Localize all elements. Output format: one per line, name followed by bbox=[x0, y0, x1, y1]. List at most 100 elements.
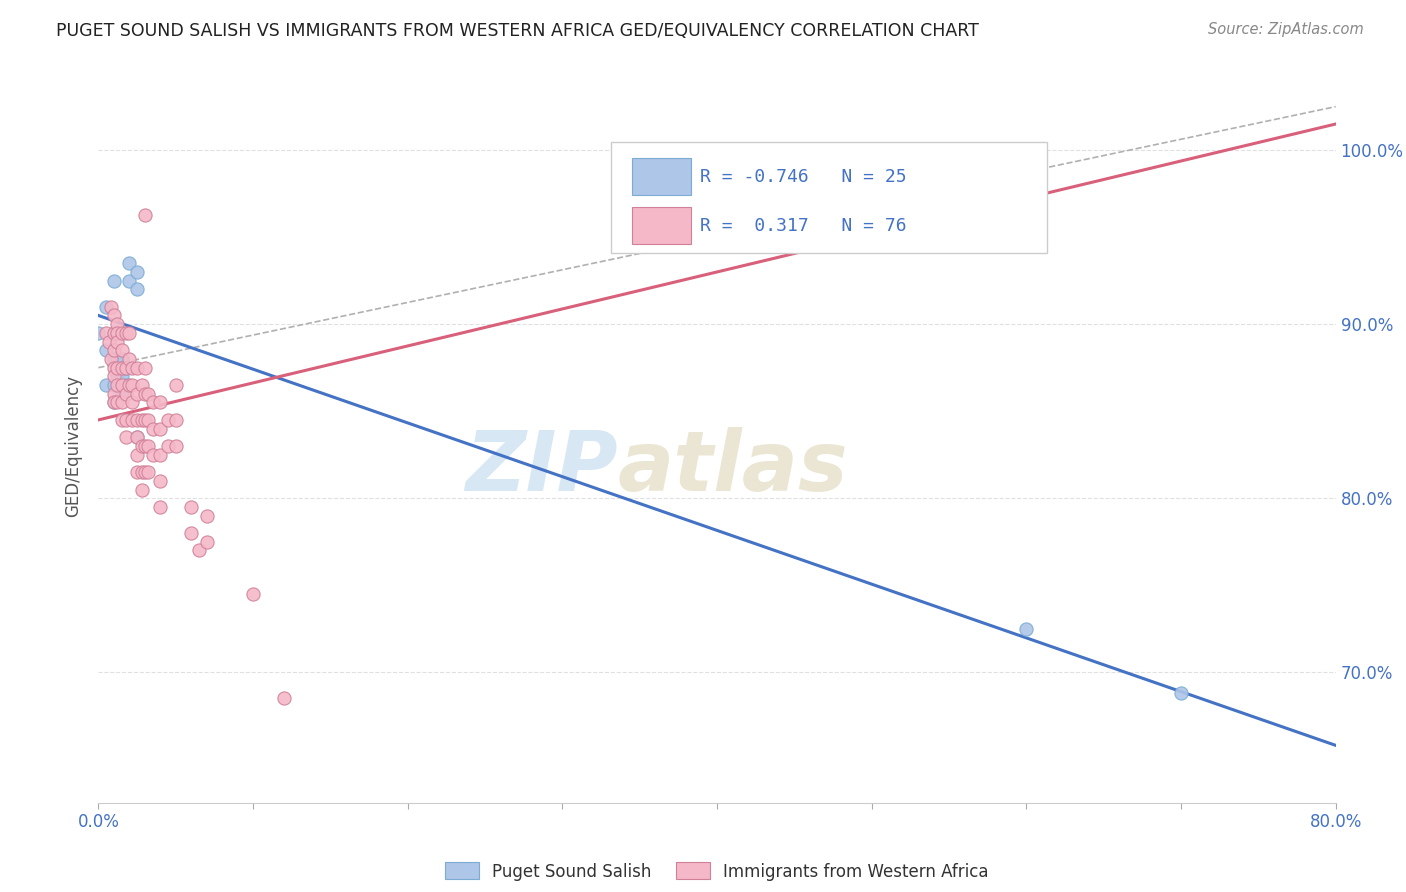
Point bbox=[103, 274, 125, 288]
Point bbox=[134, 386, 156, 401]
Point bbox=[165, 439, 187, 453]
Point bbox=[103, 326, 125, 340]
Point bbox=[103, 343, 125, 358]
Point bbox=[127, 265, 149, 279]
Point bbox=[121, 413, 143, 427]
Point bbox=[103, 386, 125, 401]
Point bbox=[105, 378, 128, 392]
Point bbox=[127, 360, 149, 375]
Point bbox=[118, 326, 141, 340]
Point bbox=[136, 413, 159, 427]
Point bbox=[127, 430, 149, 444]
Text: R =  0.317   N = 76: R = 0.317 N = 76 bbox=[700, 217, 907, 235]
Point bbox=[96, 378, 118, 392]
Point bbox=[127, 413, 149, 427]
Point bbox=[188, 543, 211, 558]
Point bbox=[180, 526, 202, 541]
Point bbox=[127, 448, 149, 462]
Text: Source: ZipAtlas.com: Source: ZipAtlas.com bbox=[1208, 22, 1364, 37]
Point bbox=[149, 421, 172, 435]
Point bbox=[131, 413, 153, 427]
Point bbox=[157, 439, 180, 453]
Point bbox=[103, 360, 125, 375]
Point bbox=[165, 378, 187, 392]
Point bbox=[111, 360, 134, 375]
Text: PUGET SOUND SALISH VS IMMIGRANTS FROM WESTERN AFRICA GED/EQUIVALENCY CORRELATION: PUGET SOUND SALISH VS IMMIGRANTS FROM WE… bbox=[56, 22, 979, 40]
Y-axis label: GED/Equivalency: GED/Equivalency bbox=[65, 375, 83, 517]
Point bbox=[105, 334, 128, 349]
Point bbox=[134, 439, 156, 453]
Point bbox=[98, 334, 121, 349]
Point bbox=[96, 343, 118, 358]
Point bbox=[1170, 686, 1192, 700]
Point bbox=[149, 500, 172, 514]
Point bbox=[134, 413, 156, 427]
Text: R = -0.746   N = 25: R = -0.746 N = 25 bbox=[700, 168, 907, 186]
Point bbox=[111, 386, 134, 401]
Point bbox=[195, 508, 218, 523]
Point bbox=[149, 448, 172, 462]
Point bbox=[149, 474, 172, 488]
Point bbox=[273, 691, 295, 706]
Point bbox=[87, 326, 110, 340]
Point bbox=[105, 395, 128, 409]
Point bbox=[195, 534, 218, 549]
Point bbox=[1015, 622, 1038, 636]
Legend: Puget Sound Salish, Immigrants from Western Africa: Puget Sound Salish, Immigrants from West… bbox=[439, 855, 995, 888]
Point bbox=[103, 378, 125, 392]
Point bbox=[131, 378, 153, 392]
Point bbox=[111, 326, 134, 340]
Point bbox=[131, 465, 153, 479]
Point bbox=[103, 351, 125, 366]
Point bbox=[96, 326, 118, 340]
Point bbox=[111, 343, 134, 358]
Point bbox=[105, 351, 128, 366]
Point bbox=[136, 386, 159, 401]
Point bbox=[121, 395, 143, 409]
Text: ZIP: ZIP bbox=[465, 427, 619, 508]
Point bbox=[121, 378, 143, 392]
Point bbox=[127, 282, 149, 296]
Point bbox=[100, 351, 122, 366]
Point bbox=[134, 207, 156, 221]
Point bbox=[115, 413, 138, 427]
Point bbox=[121, 360, 143, 375]
Point bbox=[149, 395, 172, 409]
Point bbox=[105, 326, 128, 340]
Point bbox=[105, 317, 128, 331]
Point bbox=[165, 413, 187, 427]
Point bbox=[136, 439, 159, 453]
Point bbox=[103, 395, 125, 409]
Point bbox=[118, 256, 141, 270]
Point bbox=[157, 413, 180, 427]
Point bbox=[115, 378, 138, 392]
Point bbox=[242, 587, 264, 601]
Point bbox=[142, 395, 165, 409]
Point bbox=[136, 465, 159, 479]
Point bbox=[111, 360, 134, 375]
Point bbox=[115, 360, 138, 375]
Point bbox=[115, 430, 138, 444]
Point bbox=[127, 430, 149, 444]
Point bbox=[118, 351, 141, 366]
Point bbox=[105, 360, 128, 375]
Point bbox=[111, 378, 134, 392]
Point bbox=[103, 326, 125, 340]
Point bbox=[180, 500, 202, 514]
Point bbox=[105, 369, 128, 384]
Point bbox=[142, 421, 165, 435]
Point bbox=[127, 465, 149, 479]
Point bbox=[115, 386, 138, 401]
Point bbox=[134, 360, 156, 375]
Point bbox=[111, 395, 134, 409]
Point bbox=[100, 300, 122, 314]
Point bbox=[111, 413, 134, 427]
Point bbox=[131, 439, 153, 453]
Point bbox=[131, 483, 153, 497]
Point bbox=[103, 309, 125, 323]
Point bbox=[111, 369, 134, 384]
Point bbox=[103, 369, 125, 384]
Point bbox=[103, 395, 125, 409]
Point bbox=[96, 300, 118, 314]
Point bbox=[118, 274, 141, 288]
